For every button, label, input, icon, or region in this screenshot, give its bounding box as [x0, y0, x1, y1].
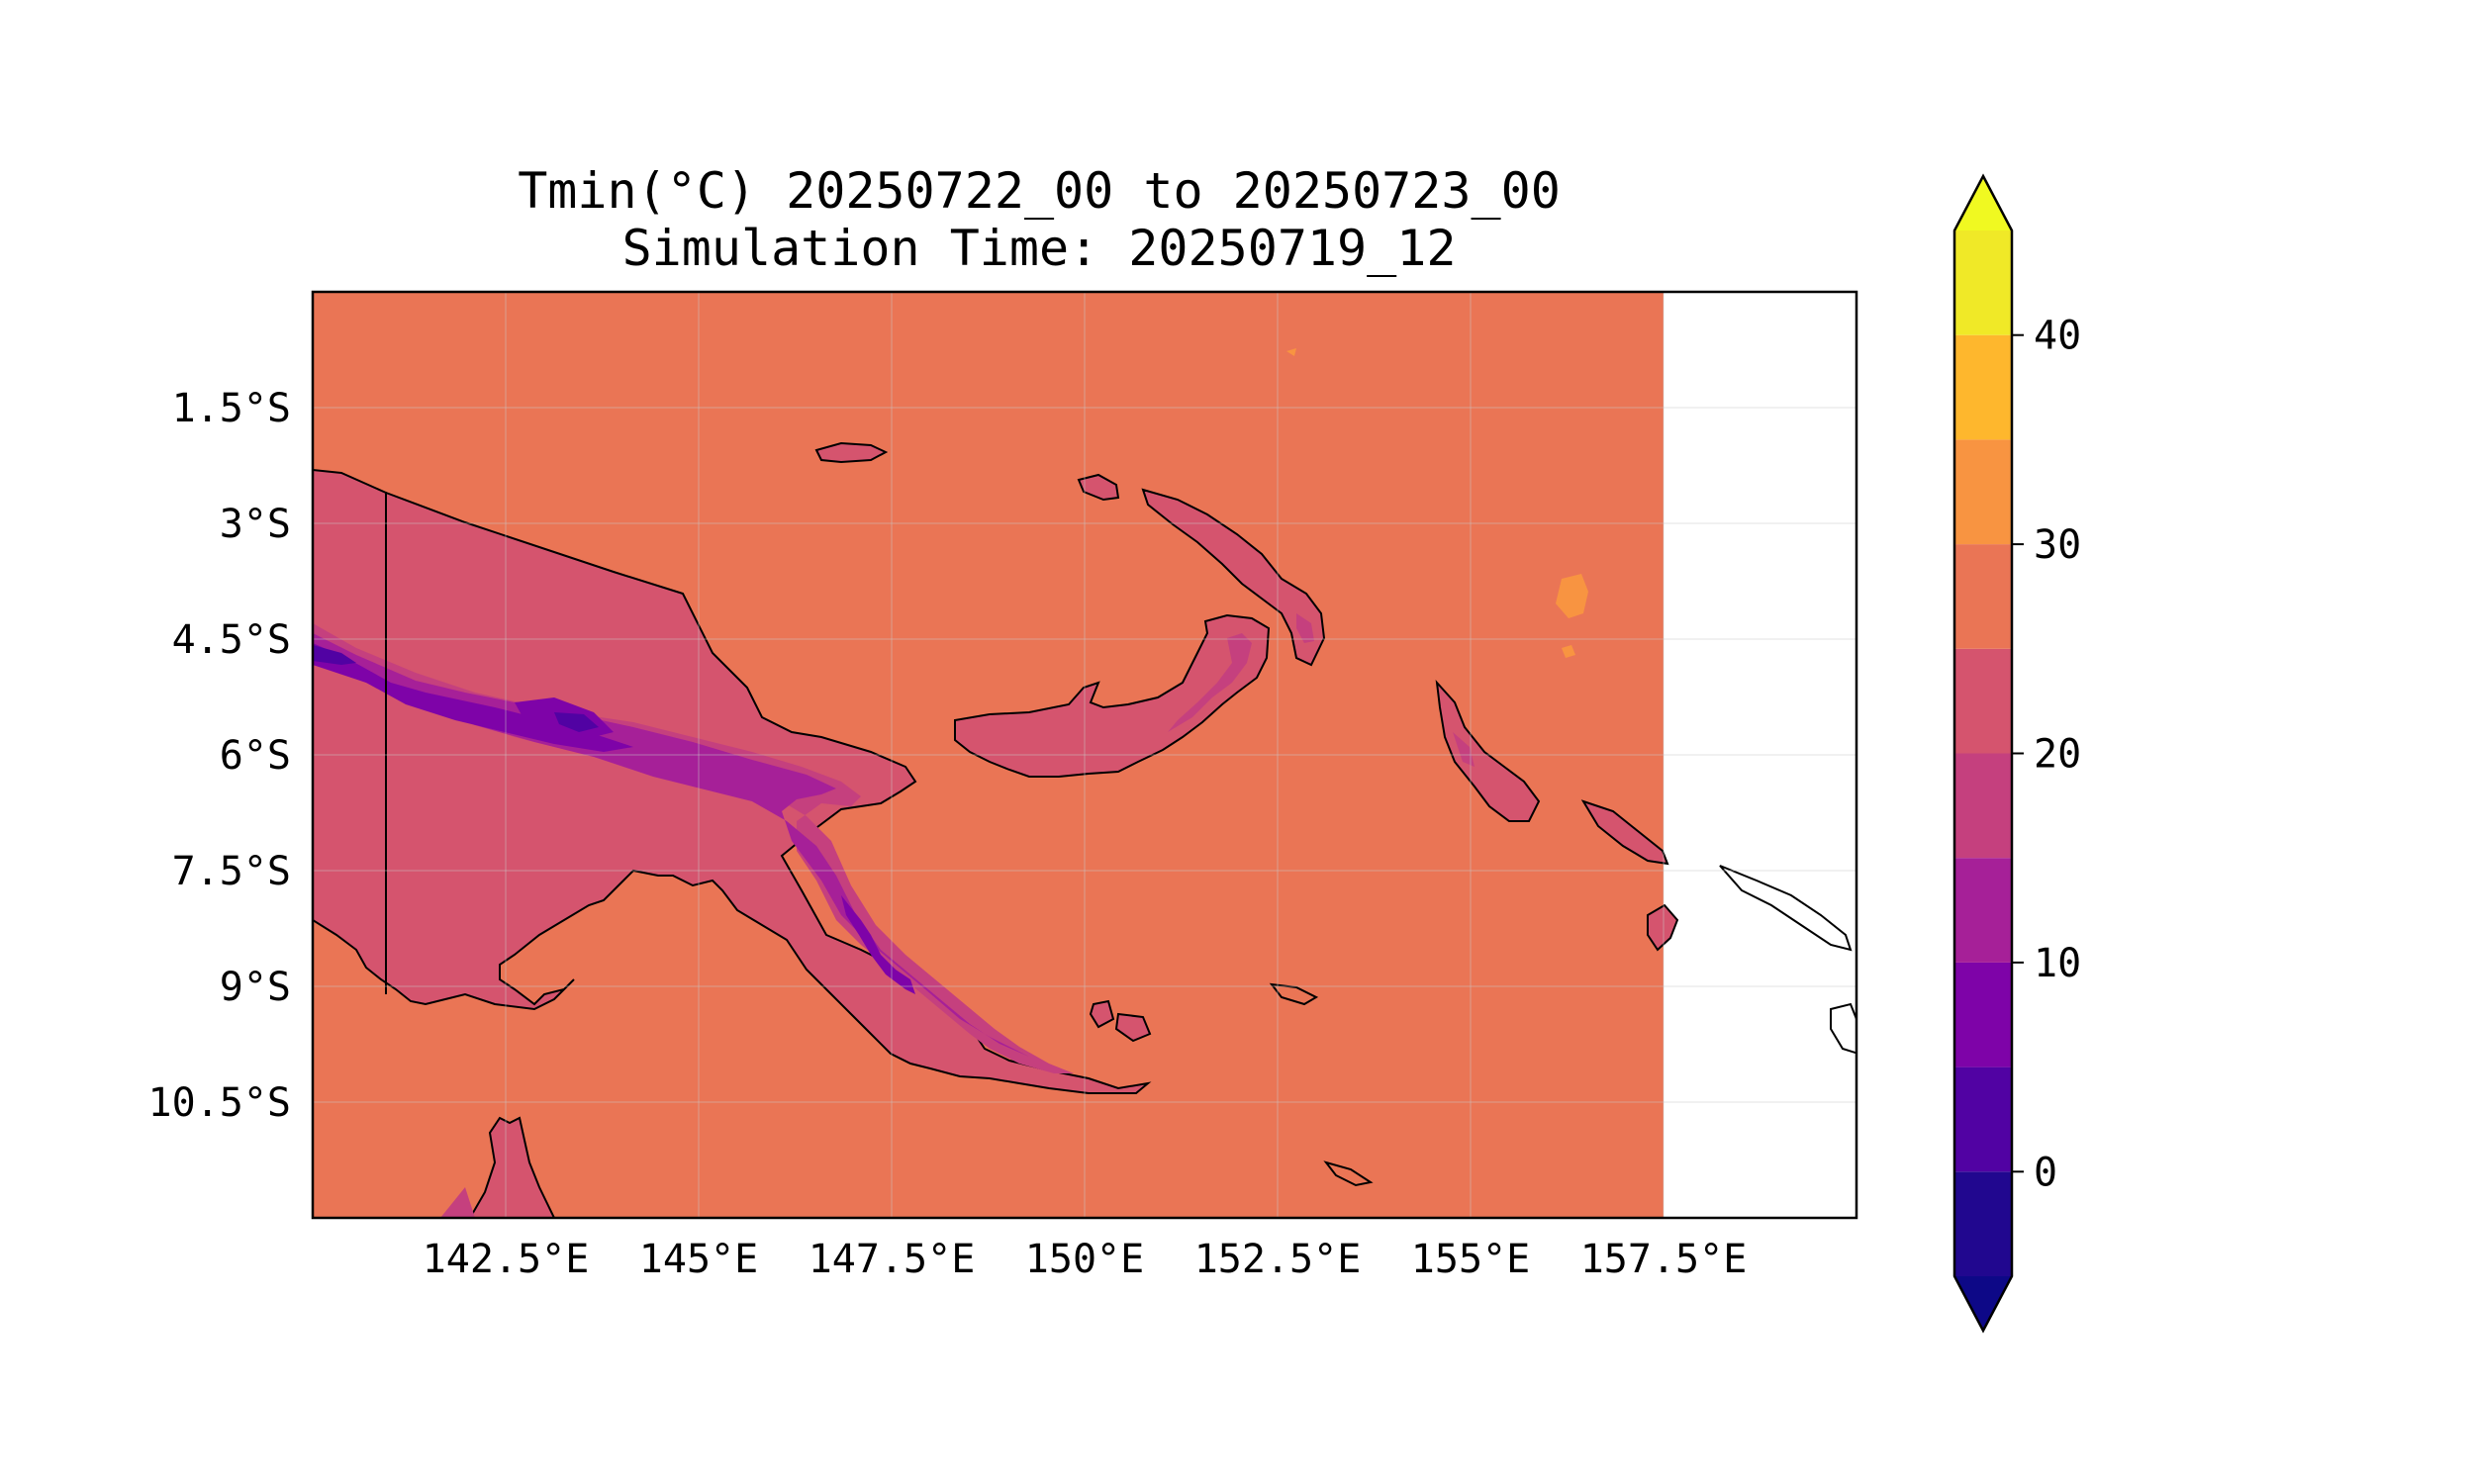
- x-tick-label: 145°E: [639, 1237, 758, 1282]
- colorbar-segment: [1954, 231, 2012, 335]
- colorbar-segment: [1954, 1067, 2012, 1172]
- colorbar-extend-high: [1954, 176, 2012, 231]
- new-britain-island: [954, 613, 1271, 778]
- y-tick-label: 9°S: [220, 965, 291, 1010]
- y-tick-label: 3°S: [220, 502, 291, 547]
- cape-york-peninsula: [468, 1116, 556, 1218]
- new-ireland-cool-band: [1296, 613, 1314, 643]
- y-tick-label: 1.5°S: [172, 386, 291, 431]
- bougainville-cool-band: [1453, 732, 1475, 767]
- y-tick-label: 4.5°S: [172, 617, 291, 663]
- colorbar: 0 10 20 30 40: [1952, 173, 2081, 1334]
- map-frame: [311, 290, 1858, 1220]
- fergusson-island: [1114, 1012, 1152, 1043]
- colorbar-tick-label: 40: [2034, 314, 2081, 359]
- y-axis-ticks: 1.5°S 3°S 4.5°S 6°S 7.5°S 9°S 10.5°S: [148, 386, 292, 1126]
- y-tick-label: 7.5°S: [172, 849, 291, 894]
- highlands-5-10-band: [313, 643, 915, 994]
- colorbar-segment: [1954, 544, 2012, 649]
- colorbar-segment: [1954, 439, 2012, 545]
- cape-york-cool-band: [440, 1187, 475, 1218]
- map-area: [313, 292, 1856, 1218]
- rossel-island: [1323, 1160, 1374, 1187]
- x-tick-label: 142.5°E: [423, 1237, 590, 1282]
- new-britain-cool-band: [1168, 633, 1252, 732]
- x-tick-label: 155°E: [1411, 1237, 1530, 1282]
- colorbar-segment: [1954, 753, 2012, 859]
- colorbar-segment: [1954, 962, 2012, 1067]
- map-title-line1: Tmin(°C) 20250722_00 to 20250723_00: [518, 162, 1561, 220]
- manus-island: [814, 441, 889, 464]
- new-ireland-island: [1141, 488, 1326, 667]
- colorbar-outline: [1952, 173, 2014, 1334]
- highlands-0-5-band: [313, 645, 599, 732]
- y-tick-label: 6°S: [220, 733, 291, 779]
- y-tick-label: 10.5°S: [148, 1080, 292, 1126]
- colorbar-segment: [1954, 648, 2012, 754]
- colorbar-segment: [1954, 858, 2012, 963]
- colorbar-extend-low: [1954, 1276, 2012, 1331]
- goodenough-island: [1089, 999, 1115, 1029]
- colorbar-segment: [1954, 1171, 2012, 1276]
- santa-isabel-island: [1719, 865, 1853, 952]
- x-tick-label: 157.5°E: [1580, 1237, 1748, 1282]
- new-georgia-island: [1647, 903, 1679, 952]
- x-axis-ticks: 142.5°E 145°E 147.5°E 150°E 152.5°E 155°E 157.…: [423, 1237, 1748, 1282]
- gridlines: [313, 292, 1856, 1218]
- hot-patch-north: [1556, 574, 1588, 618]
- map-title-line2: Simulation Time: 20250719_12: [622, 220, 1457, 277]
- colorbar-tick-label: 30: [2034, 522, 2081, 568]
- colorbar-segment: [1954, 334, 2012, 440]
- x-tick-label: 147.5°E: [809, 1237, 976, 1282]
- colorbar-tick-label: 20: [2034, 732, 2081, 778]
- bougainville-island: [1435, 679, 1541, 822]
- guadalcanal-coast: [1830, 1002, 1856, 1055]
- mussau-island: [1077, 473, 1120, 502]
- highlands-10-15-band: [313, 633, 1029, 1057]
- x-tick-label: 150°E: [1025, 1237, 1144, 1282]
- colorbar-tick-label: 10: [2034, 941, 2081, 986]
- colorbar-tick-label: 0: [2034, 1150, 2057, 1195]
- x-tick-label: 152.5°E: [1194, 1237, 1362, 1282]
- choiseul-island: [1580, 799, 1669, 866]
